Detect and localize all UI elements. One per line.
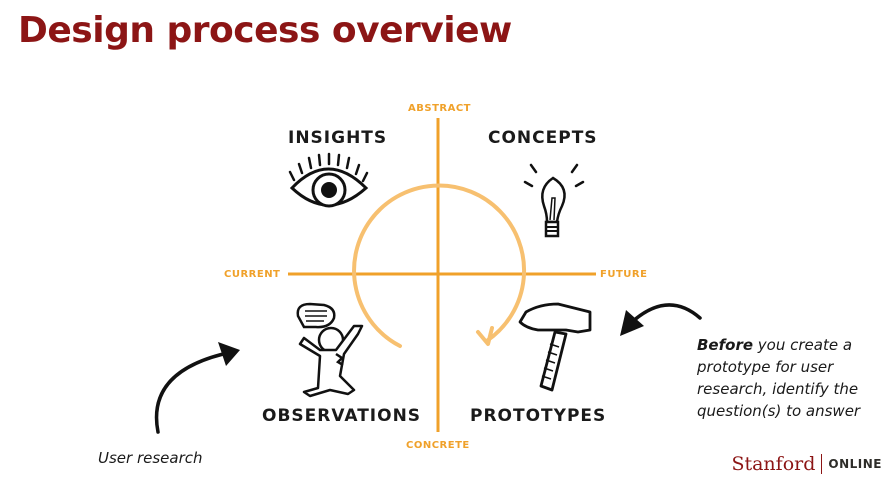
page-title: Design process overview <box>18 10 512 51</box>
lightbulb-icon <box>523 163 585 238</box>
user-research-arrow <box>154 350 234 434</box>
cycle-arrow <box>352 183 527 348</box>
quadrant-label-insights: INSIGHTS <box>288 128 388 148</box>
logo-wordmark: Stanford <box>731 453 816 475</box>
axis-label-current: CURRENT <box>224 269 281 280</box>
axis-label-concrete: CONCRETE <box>406 440 470 451</box>
note-line-4: question(s) to answer <box>697 402 861 420</box>
person-icon <box>296 302 364 398</box>
note-line-2: prototype for user <box>697 358 834 376</box>
hammer-icon <box>518 302 592 392</box>
prototype-note-arrowhead <box>620 310 644 336</box>
prototype-note-arrow <box>630 303 702 324</box>
eye-icon <box>288 152 369 208</box>
axis-label-future: FUTURE <box>600 269 648 280</box>
note-line-1: you create a <box>753 336 853 354</box>
quadrant-label-concepts: CONCEPTS <box>488 128 598 148</box>
note-line-3: research, identify the <box>697 380 859 398</box>
cycle-arrowhead <box>476 326 494 346</box>
user-research-note: User research <box>98 449 203 467</box>
quadrant-label-prototypes: PROTOTYPES <box>470 406 607 426</box>
prototype-question-note: Before you create a prototype for user r… <box>697 334 860 422</box>
note-emphasis: Before <box>697 336 754 354</box>
axis-label-abstract: ABSTRACT <box>408 103 471 114</box>
logo-subtitle: ONLINE <box>828 457 882 471</box>
logo-divider <box>821 454 823 474</box>
stanford-online-logo: Stanford ONLINE <box>731 453 882 475</box>
user-research-arrowhead <box>218 342 240 366</box>
quadrant-label-observations: OBSERVATIONS <box>262 406 422 426</box>
